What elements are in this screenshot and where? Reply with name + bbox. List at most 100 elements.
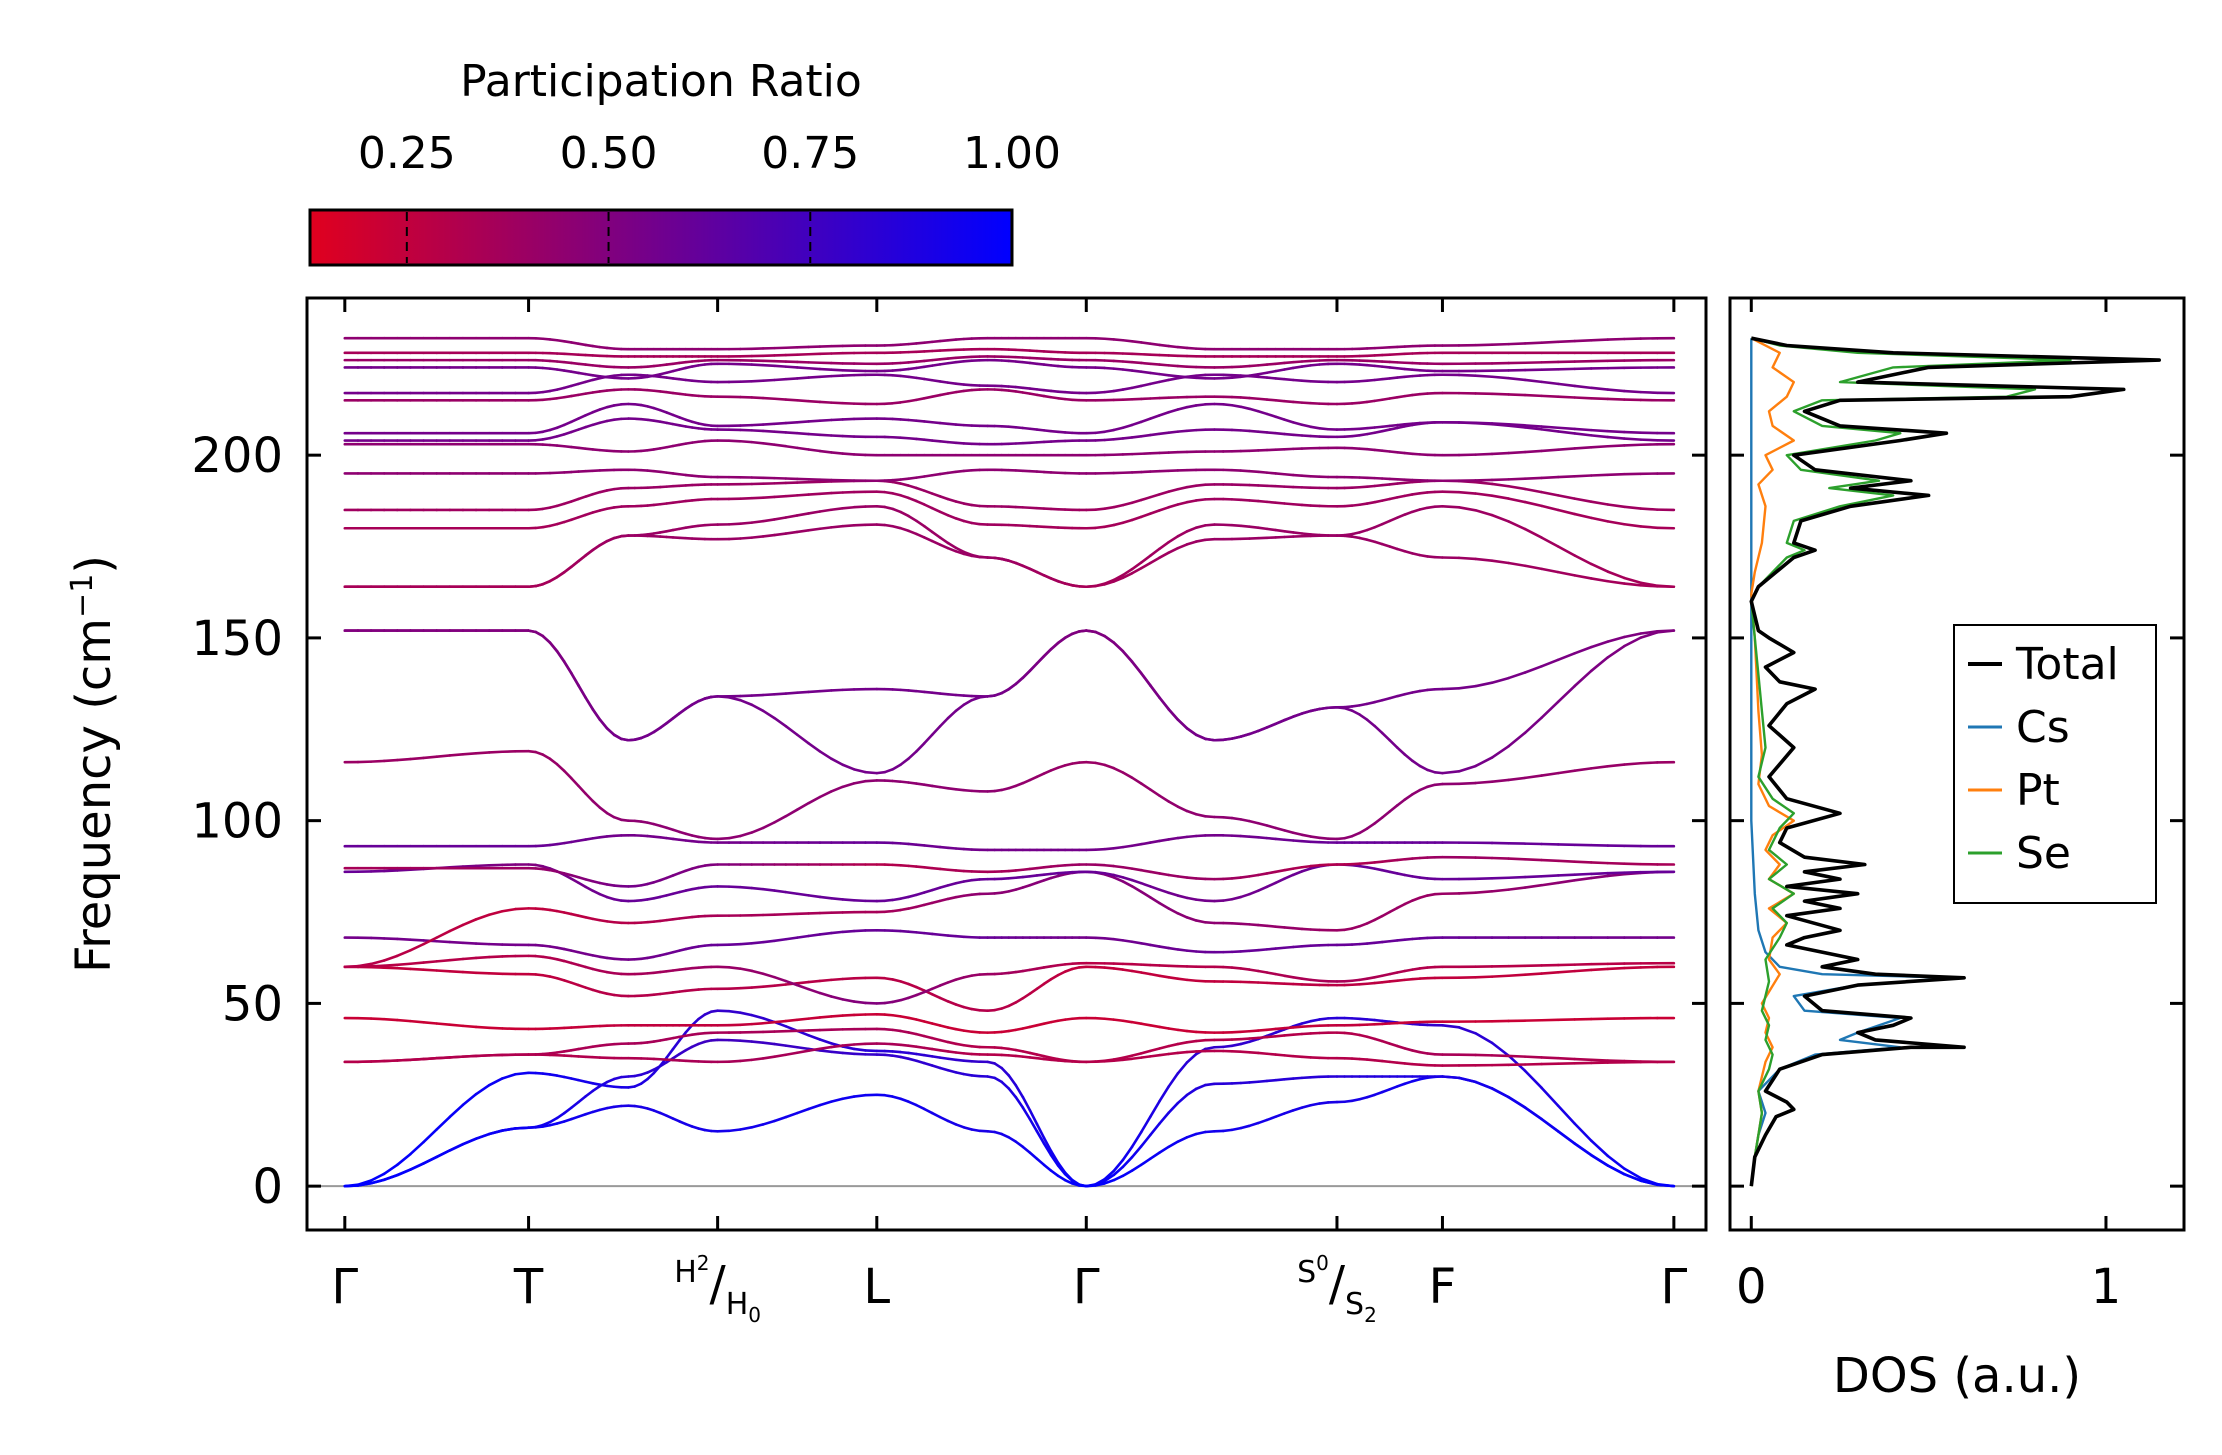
band-segment — [1457, 1076, 1477, 1084]
band-segment — [922, 377, 934, 382]
band-segment — [1103, 428, 1116, 434]
band-segment — [915, 1018, 926, 1023]
band-segment — [1112, 1165, 1125, 1177]
band-segment — [1474, 509, 1494, 517]
band-segment — [930, 472, 942, 477]
band-segment — [1230, 966, 1243, 970]
band-segment — [1523, 476, 1543, 480]
band-segment — [930, 784, 942, 789]
band-segment — [1139, 341, 1152, 345]
band-segment — [1256, 923, 1269, 928]
band-segment — [993, 1076, 1003, 1084]
band-segment — [784, 530, 799, 535]
band-segment — [1283, 945, 1295, 950]
band-segment — [1185, 499, 1198, 504]
band-segment — [1573, 427, 1593, 432]
band-segment — [1194, 834, 1207, 838]
band-segment — [1540, 858, 1560, 863]
band-segment — [1300, 1103, 1313, 1109]
band-segment — [1103, 937, 1116, 941]
band-segment — [1589, 396, 1610, 401]
band-segment — [1256, 969, 1269, 974]
band-segment — [1139, 370, 1152, 375]
band-segment — [1274, 1026, 1286, 1031]
band-segment — [915, 532, 926, 539]
band-segment — [922, 524, 934, 534]
band-segment — [1167, 487, 1180, 493]
band-segment — [1606, 1164, 1626, 1176]
band-segment — [818, 790, 833, 799]
band-segment — [1167, 430, 1180, 434]
band-segment — [461, 941, 478, 945]
band-segment — [899, 342, 910, 347]
band-segment — [1358, 528, 1369, 534]
band-segment — [922, 358, 934, 363]
band-segment — [954, 382, 966, 386]
band-segment — [1176, 543, 1189, 550]
band-segment — [1606, 872, 1626, 878]
band-segment — [830, 897, 844, 901]
band-segment — [1112, 359, 1125, 363]
band-segment — [1167, 946, 1180, 951]
band-segment — [1540, 971, 1560, 975]
band-segment — [1274, 718, 1286, 726]
band-segment — [807, 1047, 822, 1053]
band-segment — [795, 1107, 810, 1115]
band-segment — [1373, 522, 1384, 529]
band-segment — [1021, 992, 1032, 1000]
band-segment — [570, 877, 580, 885]
band-segment — [1309, 1102, 1321, 1107]
band-segment — [1007, 1001, 1018, 1008]
band-segment — [1112, 1018, 1125, 1023]
band-segment — [1622, 1167, 1643, 1180]
band-segment — [598, 718, 609, 730]
band-segment — [1523, 500, 1543, 508]
band-segment — [1056, 1174, 1067, 1182]
band-segment — [1248, 1080, 1260, 1084]
band-segment — [883, 898, 894, 903]
band-segment — [784, 494, 799, 498]
band-segment — [474, 751, 491, 755]
band-segment — [1589, 577, 1610, 583]
band-segment — [1204, 523, 1216, 527]
band-segment — [818, 978, 833, 983]
band-segment — [1094, 1177, 1106, 1186]
band-segment — [784, 1111, 799, 1119]
band-segment — [1573, 512, 1593, 520]
band-segment — [962, 519, 974, 525]
band-segment — [1167, 891, 1180, 897]
band-segment — [1112, 426, 1125, 432]
band-segment — [1358, 827, 1369, 835]
band-segment — [1194, 1030, 1207, 1034]
band-segment — [1112, 1174, 1125, 1182]
band-segment — [1556, 382, 1576, 388]
band-segment — [1556, 494, 1576, 500]
band-segment — [369, 1172, 386, 1182]
band-segment — [750, 440, 765, 445]
band-segment — [954, 1058, 966, 1062]
band-segment — [915, 689, 926, 694]
band-segment — [1556, 873, 1576, 877]
band-segment — [954, 423, 966, 427]
band-segment — [1248, 407, 1260, 413]
band-segment — [750, 519, 765, 524]
band-segment — [1507, 731, 1527, 748]
band-segment — [435, 1056, 452, 1060]
band-segment — [727, 1009, 742, 1014]
band-segment — [1350, 709, 1361, 716]
band-segment — [727, 1038, 742, 1042]
band-segment — [1283, 838, 1295, 842]
band-segment — [883, 909, 894, 914]
band-segment — [1121, 386, 1134, 391]
band-segment — [1283, 1026, 1295, 1030]
band-segment — [1158, 794, 1170, 803]
band-segment — [962, 1043, 974, 1048]
band-segment — [1274, 877, 1286, 885]
band-segment — [930, 378, 942, 383]
band-segment — [1291, 926, 1304, 931]
band-segment — [807, 448, 822, 453]
band-segment — [852, 929, 867, 933]
band-segment — [1556, 447, 1576, 451]
band-segment — [1112, 573, 1125, 582]
band-segment — [750, 396, 765, 400]
